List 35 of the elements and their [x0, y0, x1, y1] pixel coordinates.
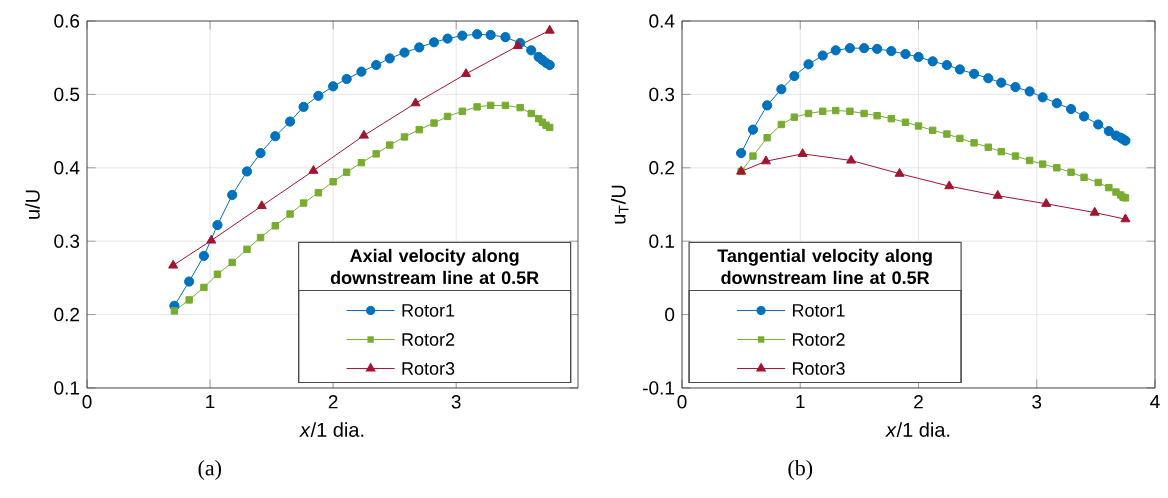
legend-title: Tangential velocity along downstream line at 0.5R — [717, 248, 932, 285]
y-axis-title: u/U — [25, 190, 40, 219]
y-tick-label: 0.6 — [54, 14, 80, 28]
y-tick-label: 0.4 — [54, 161, 80, 175]
x-tick-label: 2 — [914, 395, 923, 409]
y-tick-label: 0.4 — [649, 14, 675, 28]
legend-label: Rotor1 — [792, 304, 845, 317]
y-tick-label: -0.1 — [643, 381, 674, 395]
legend-title: Axial velocity along downstream line at 0.5R — [330, 248, 539, 285]
x-tick-label: 1 — [206, 395, 215, 409]
x-tick-label: 0 — [82, 395, 92, 409]
legend-label: Rotor2 — [402, 333, 455, 346]
y-tick-label: 0 — [665, 307, 675, 322]
text: (b) — [788, 460, 813, 480]
y-tick-label: 0.1 — [54, 381, 80, 395]
y-tick-label: 0.5 — [54, 87, 80, 102]
y-tick-label: 0.3 — [54, 234, 80, 248]
y-axis-title: u$_{T}$/U — [610, 185, 629, 224]
x-tick-label: 4 — [1150, 395, 1160, 409]
y-tick-label: 0.1 — [649, 234, 674, 248]
x-tick-label: 3 — [451, 395, 461, 409]
text: (a) — [198, 460, 222, 480]
x-tick-label: 3 — [1032, 395, 1042, 409]
legend-label: Rotor1 — [402, 304, 455, 317]
x-tick-label: 0 — [677, 395, 687, 409]
legend-label: Rotor3 — [402, 362, 455, 375]
y-tick-label: 0.2 — [649, 161, 674, 175]
x-tick-label: 1 — [796, 395, 805, 409]
x-tick-label: 2 — [328, 395, 338, 409]
legend-label: Rotor3 — [792, 362, 845, 375]
x-axis-title: x/1 dia. — [299, 422, 364, 437]
y-tick-label: 0.2 — [54, 307, 80, 322]
x-axis-title: x/1 dia. — [885, 422, 950, 437]
y-tick-label: 0.3 — [649, 87, 675, 102]
legend-label: Rotor2 — [792, 333, 845, 346]
